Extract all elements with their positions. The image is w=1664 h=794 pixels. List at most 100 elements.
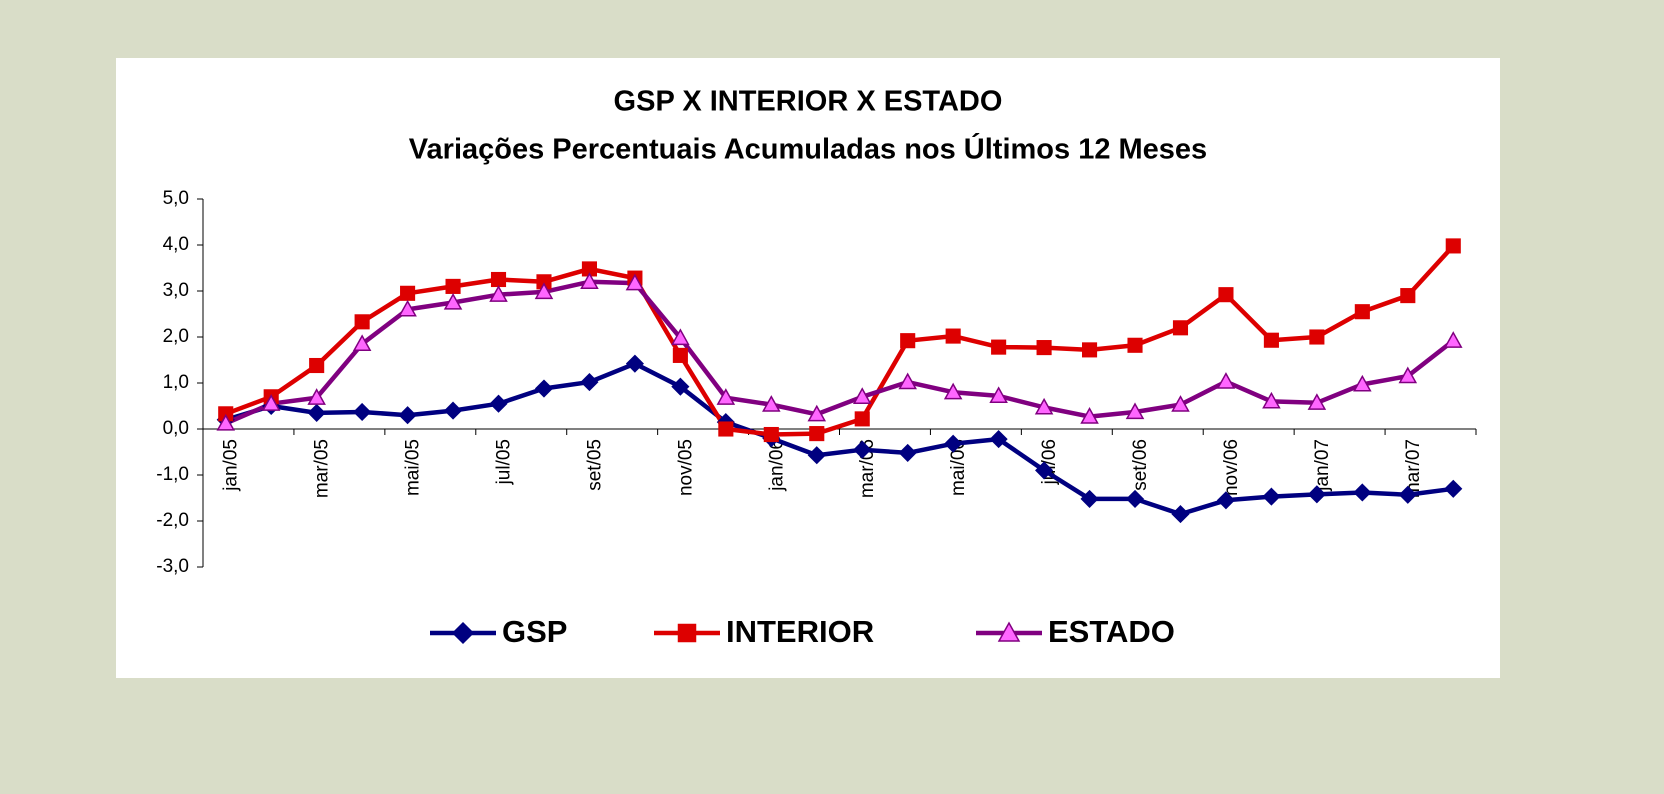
point-marker bbox=[307, 388, 326, 405]
series-line bbox=[224, 279, 1455, 426]
point-marker bbox=[445, 278, 461, 294]
point-marker bbox=[309, 357, 325, 374]
y-tick-label: 0,0 bbox=[163, 418, 189, 439]
point-marker bbox=[1443, 331, 1463, 348]
point-marker bbox=[1398, 366, 1418, 384]
point-marker bbox=[1127, 337, 1143, 353]
y-tick-label: 1,0 bbox=[163, 372, 189, 393]
point-marker bbox=[1263, 332, 1279, 348]
point-marker bbox=[353, 402, 372, 422]
point-marker bbox=[991, 339, 1007, 355]
legend-label: GSP bbox=[502, 614, 567, 649]
legend-label: ESTADO bbox=[1048, 614, 1175, 649]
point-marker bbox=[1354, 304, 1370, 320]
point-marker bbox=[898, 443, 917, 462]
point-marker bbox=[1309, 329, 1325, 345]
point-marker bbox=[763, 426, 779, 443]
point-marker bbox=[1216, 491, 1236, 510]
x-tick-label: jan/06 bbox=[766, 439, 787, 492]
point-marker bbox=[398, 299, 417, 317]
point-marker bbox=[354, 314, 370, 330]
point-marker bbox=[490, 271, 507, 288]
point-marker bbox=[1036, 340, 1052, 356]
point-marker bbox=[489, 394, 508, 413]
x-tick-label: mai/06 bbox=[948, 439, 969, 496]
point-marker bbox=[307, 403, 326, 422]
point-marker bbox=[944, 434, 963, 453]
point-marker bbox=[216, 413, 236, 431]
point-marker bbox=[671, 377, 690, 396]
point-marker bbox=[807, 404, 827, 422]
point-marker bbox=[809, 426, 825, 442]
x-tick-label: set/06 bbox=[1130, 439, 1151, 491]
x-tick-label: nov/06 bbox=[1221, 439, 1242, 496]
point-marker bbox=[1262, 487, 1281, 506]
series-line bbox=[224, 244, 1455, 437]
point-marker bbox=[1125, 489, 1145, 508]
y-tick-label: -2,0 bbox=[156, 510, 189, 531]
point-marker bbox=[1080, 489, 1099, 508]
point-marker bbox=[1172, 320, 1189, 336]
x-tick-label: mar/05 bbox=[312, 439, 333, 498]
y-tick-label: -1,0 bbox=[156, 464, 189, 485]
point-marker bbox=[1353, 483, 1372, 502]
point-marker bbox=[489, 285, 508, 302]
point-marker bbox=[1444, 479, 1463, 498]
point-marker bbox=[451, 621, 475, 645]
point-marker bbox=[398, 406, 417, 425]
point-marker bbox=[671, 328, 690, 346]
point-marker bbox=[677, 623, 697, 643]
point-marker bbox=[443, 292, 463, 310]
x-tick-label: jan/07 bbox=[1312, 439, 1333, 492]
point-marker bbox=[1307, 393, 1327, 410]
point-marker bbox=[1398, 485, 1417, 504]
x-tick-label: set/05 bbox=[584, 439, 605, 491]
y-tick-label: -3,0 bbox=[156, 556, 189, 577]
point-marker bbox=[853, 440, 872, 459]
point-marker bbox=[1125, 402, 1145, 420]
point-marker bbox=[1218, 287, 1234, 303]
point-marker bbox=[1353, 374, 1372, 392]
point-marker bbox=[1082, 342, 1098, 358]
point-marker bbox=[1445, 238, 1461, 254]
point-marker bbox=[807, 446, 826, 465]
point-marker bbox=[1171, 505, 1190, 524]
point-marker bbox=[534, 379, 554, 398]
point-marker bbox=[1035, 461, 1054, 480]
point-marker bbox=[900, 333, 916, 349]
x-tick-label: mai/05 bbox=[403, 439, 424, 496]
x-tick-label: nov/05 bbox=[675, 439, 696, 496]
point-marker bbox=[625, 273, 645, 291]
point-marker bbox=[945, 328, 961, 344]
point-marker bbox=[852, 387, 872, 404]
point-marker bbox=[1400, 288, 1416, 304]
y-tick-label: 3,0 bbox=[163, 280, 189, 301]
y-tick-label: 2,0 bbox=[163, 326, 189, 347]
point-marker bbox=[854, 411, 870, 427]
point-marker bbox=[1262, 391, 1281, 409]
point-marker bbox=[1216, 372, 1236, 389]
point-marker bbox=[989, 430, 1008, 449]
legend-label: INTERIOR bbox=[726, 614, 874, 649]
point-marker bbox=[625, 354, 644, 373]
chart-title: GSP X INTERIOR X ESTADO bbox=[614, 86, 1003, 118]
chart-panel bbox=[116, 58, 1500, 678]
point-marker bbox=[718, 421, 734, 437]
point-marker bbox=[898, 372, 917, 390]
y-tick-label: 4,0 bbox=[163, 234, 189, 255]
chart-subtitle: Variações Percentuais Acumuladas nos Últ… bbox=[409, 132, 1207, 166]
y-tick-label: 5,0 bbox=[163, 188, 189, 209]
point-marker bbox=[1171, 395, 1190, 412]
x-tick-label: jul/05 bbox=[494, 439, 515, 485]
point-marker bbox=[534, 282, 554, 300]
x-tick-label: mar/07 bbox=[1403, 439, 1424, 498]
x-tick-label: jan/05 bbox=[221, 439, 242, 492]
point-marker bbox=[1307, 485, 1326, 504]
point-marker bbox=[443, 401, 463, 420]
point-marker bbox=[997, 621, 1021, 642]
point-marker bbox=[762, 395, 781, 412]
point-marker bbox=[580, 272, 599, 289]
point-marker bbox=[580, 373, 599, 392]
series-line bbox=[225, 361, 1454, 517]
